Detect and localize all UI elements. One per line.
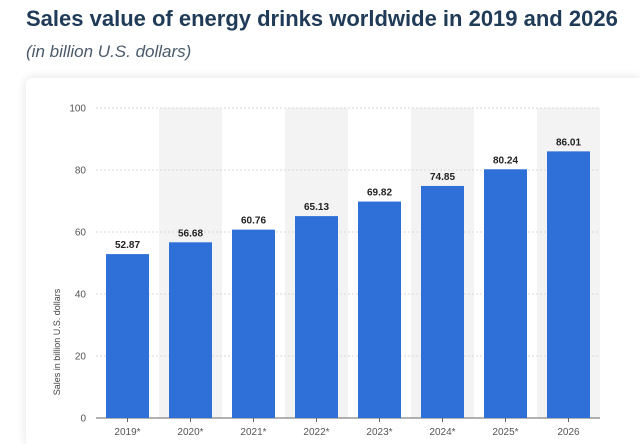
bar[interactable]: [484, 169, 527, 418]
y-tick-label: 0: [80, 414, 86, 425]
bar-value-label: 65.13: [304, 202, 329, 213]
bar-value-label: 52.87: [115, 240, 140, 251]
y-tick-label: 20: [75, 352, 87, 363]
y-tick-label: 40: [75, 290, 87, 301]
bar-value-label: 86.01: [556, 137, 581, 148]
bar[interactable]: [547, 151, 590, 418]
bar[interactable]: [295, 216, 338, 418]
page-title: Sales value of energy drinks worldwide i…: [26, 6, 618, 31]
bar-value-label: 69.82: [367, 188, 392, 199]
bar[interactable]: [232, 229, 275, 418]
x-tick-label: 2025*: [492, 427, 518, 438]
x-tick-label: 2020*: [177, 427, 203, 438]
y-axis-label: Sales in billion U.S. dollars: [52, 288, 62, 395]
bar[interactable]: [169, 242, 212, 418]
bar[interactable]: [358, 201, 401, 418]
x-tick-label: 2019*: [114, 427, 140, 438]
x-tick-labels: 2019* 2020* 2021* 2022* 2023* 2024* 2025* 2026: [114, 418, 580, 438]
x-tick-label: 2024*: [429, 427, 455, 438]
value-labels: 52.87 56.68 60.76 65.13 69.82 74.85 80.24 86.01: [115, 137, 581, 251]
x-tick-label: 2022*: [303, 427, 329, 438]
bar[interactable]: [106, 254, 149, 418]
y-tick-label: 100: [69, 104, 86, 115]
x-tick-label: 2023*: [366, 427, 392, 438]
bar-value-label: 80.24: [493, 155, 518, 166]
y-tick-label: 80: [75, 166, 87, 177]
bars: [106, 151, 590, 418]
x-tick-label: 2026: [557, 427, 580, 438]
bar-value-label: 74.85: [430, 172, 455, 183]
bar-value-label: 60.76: [241, 216, 266, 227]
bar[interactable]: [421, 185, 464, 418]
bar-chart: 52.87 56.68 60.76 65.13 69.82 74.85 80.24 86.01…: [52, 104, 600, 438]
chart-card: 52.87 56.68 60.76 65.13 69.82 74.85 80.24 86.01…: [26, 78, 640, 444]
y-tick-labels: 0 20 40 60 80 100: [69, 104, 86, 425]
x-tick-label: 2021*: [240, 427, 266, 438]
page-subtitle: (in billion U.S. dollars): [26, 42, 192, 61]
y-tick-label: 60: [75, 228, 87, 239]
bar-value-label: 56.68: [178, 228, 203, 239]
